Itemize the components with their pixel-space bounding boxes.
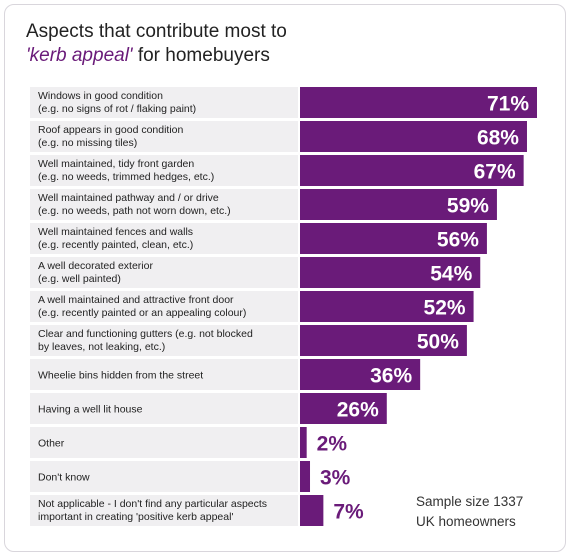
category-label-bg bbox=[30, 325, 298, 356]
bar-value-label: 67% bbox=[474, 161, 516, 184]
category-label-bg bbox=[30, 121, 298, 152]
bar bbox=[300, 121, 527, 152]
bar bbox=[300, 223, 487, 254]
bar bbox=[300, 495, 324, 526]
bar-value-label: 52% bbox=[424, 297, 466, 320]
sample-size-note: Sample size 1337 UK homeowners bbox=[416, 492, 556, 532]
category-label-bg bbox=[30, 427, 298, 458]
category-label-bg bbox=[30, 393, 298, 424]
category-label-bg bbox=[30, 461, 298, 492]
bar-value-label: 36% bbox=[370, 365, 412, 388]
category-label: Roof appears in good condition (e.g. no m… bbox=[38, 124, 184, 149]
bar bbox=[300, 87, 537, 118]
chart-title: Aspects that contribute most to 'kerb ap… bbox=[26, 20, 287, 68]
title-accent: 'kerb appeal' bbox=[26, 45, 133, 66]
category-label: Wheelie bins hidden from the street bbox=[38, 370, 203, 382]
category-label-bg bbox=[30, 495, 298, 526]
bar-value-label: 26% bbox=[337, 399, 379, 422]
bar-value-label: 50% bbox=[417, 331, 459, 354]
category-label: Well maintained, tidy front garden (e.g. … bbox=[38, 158, 214, 183]
title-line-1: Aspects that contribute most to bbox=[26, 21, 287, 42]
bar-value-label: 71% bbox=[487, 93, 529, 116]
sample-size-line-1: Sample size 1337 bbox=[416, 494, 524, 509]
bar bbox=[300, 427, 307, 458]
sample-size-line-2: UK homeowners bbox=[416, 514, 516, 529]
bar bbox=[300, 359, 421, 390]
bar bbox=[300, 291, 474, 322]
category-label-bg bbox=[30, 223, 298, 254]
bar bbox=[300, 189, 497, 220]
category-label-bg bbox=[30, 291, 298, 322]
category-label: A well maintained and attractive front d… bbox=[38, 294, 246, 319]
bar bbox=[300, 393, 387, 424]
bar-value-label: 3% bbox=[320, 467, 351, 490]
category-label-bg bbox=[30, 87, 298, 118]
category-label: Well maintained pathway and / or drive (e… bbox=[38, 192, 231, 217]
bar bbox=[300, 155, 524, 186]
title-line-2: 'kerb appeal' for homebuyers bbox=[26, 44, 287, 68]
category-label: Clear and functioning gutters (e.g. not … bbox=[38, 328, 253, 353]
bar-value-label: 59% bbox=[447, 195, 489, 218]
bar-value-label: 56% bbox=[437, 229, 479, 252]
category-label: A well decorated exterior (e.g. well pain… bbox=[38, 260, 153, 285]
bar bbox=[300, 325, 467, 356]
category-label-bg bbox=[30, 189, 298, 220]
category-label: Not applicable - I don't find any partic… bbox=[38, 498, 267, 523]
category-label: Having a well lit house bbox=[38, 404, 143, 416]
bar bbox=[300, 257, 481, 288]
category-label: Windows in good condition (e.g. no signs … bbox=[38, 90, 196, 115]
category-label: Well maintained fences and walls (e.g. re… bbox=[38, 226, 193, 251]
category-label-bg bbox=[30, 155, 298, 186]
bar-value-label: 68% bbox=[477, 127, 519, 150]
bar-value-label: 7% bbox=[333, 501, 364, 524]
category-label: Other bbox=[38, 438, 65, 450]
bar-value-label: 2% bbox=[317, 433, 348, 456]
bar-value-label: 54% bbox=[430, 263, 472, 286]
category-label-bg bbox=[30, 359, 298, 390]
bar bbox=[300, 461, 311, 492]
title-line-2-rest: for homebuyers bbox=[132, 45, 270, 66]
category-label-bg bbox=[30, 257, 298, 288]
category-label: Don't know bbox=[38, 472, 90, 484]
